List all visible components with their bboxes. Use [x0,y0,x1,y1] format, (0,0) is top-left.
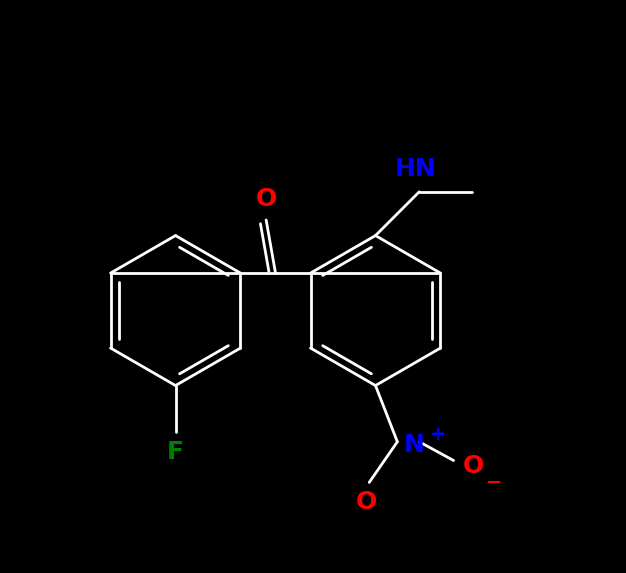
Text: O: O [463,453,485,477]
Text: O: O [356,490,377,514]
Text: N: N [404,433,424,457]
Text: HN: HN [395,156,437,180]
Text: +: + [430,425,446,444]
Text: F: F [167,440,184,464]
Text: O: O [255,187,277,211]
Text: −: − [486,473,503,492]
